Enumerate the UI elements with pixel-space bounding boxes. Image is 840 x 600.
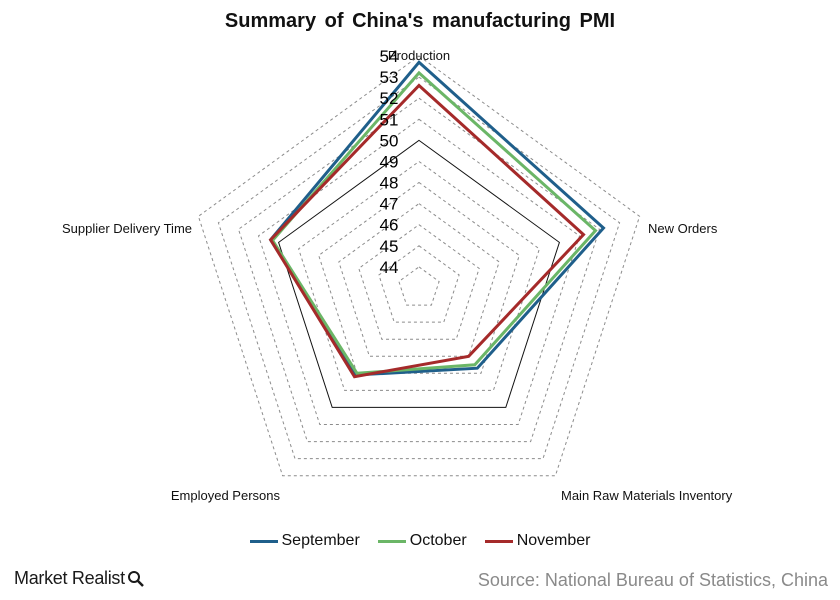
legend-label-november: November [516, 532, 591, 549]
tick-label-49: 49 [380, 153, 399, 172]
magnifier-icon [127, 570, 144, 587]
tick-label-44: 44 [380, 258, 399, 277]
radar-series [268, 60, 606, 379]
source-note: Source: National Bureau of Statistics, C… [477, 570, 828, 590]
series-october [270, 70, 598, 375]
axis-label-employed-persons: Employed Persons [171, 488, 281, 503]
legend-swatch-november [484, 539, 513, 543]
tick-label-45: 45 [380, 237, 399, 256]
grid-ring-54 [197, 55, 641, 477]
grid-ring-48 [318, 181, 520, 374]
legend-swatch-october [377, 539, 406, 543]
brand-name: Market Realist [14, 568, 125, 588]
tick-label-54: 54 [380, 47, 399, 66]
legend: September October November [0, 532, 840, 550]
grid-ring-44 [398, 266, 440, 306]
radar-grid [197, 55, 641, 477]
tick-label-48: 48 [380, 174, 399, 193]
grid-ring-46 [358, 224, 480, 340]
axis-label-production: Production [388, 48, 450, 63]
grid-ring-49 [298, 160, 540, 391]
legend-item-september: September [249, 532, 360, 550]
brand-logo: Market Realist [14, 568, 145, 589]
tick-label-50: 50 [380, 131, 399, 150]
chart-title: Summary of China's manufacturing PMI [224, 10, 616, 32]
reference-polygon [278, 139, 560, 408]
series-september [268, 60, 606, 377]
axis-label-new-orders: New Orders [648, 221, 718, 236]
tick-label-46: 46 [380, 216, 399, 235]
grid-ring-45 [378, 245, 460, 323]
legend-item-october: October [377, 532, 467, 550]
legend-label-october: October [409, 532, 467, 549]
legend-label-september: September [281, 532, 360, 549]
axis-label-main-raw-materials-inventory: Main Raw Materials Inventory [561, 488, 733, 503]
tick-label-52: 52 [380, 89, 399, 108]
grid-ring-47 [338, 202, 500, 357]
legend-item-november: November [484, 532, 591, 550]
legend-swatch-september [249, 539, 278, 543]
series-november [268, 83, 586, 379]
axis-label-supplier-delivery-time: Supplier Delivery Time [62, 221, 192, 236]
tick-labels: 44 45 46 47 48 49 50 51 52 53 54 [380, 47, 399, 277]
tick-label-47: 47 [380, 195, 399, 214]
axis-labels: Production New Orders Main Raw Materials I… [62, 48, 733, 503]
tick-label-51: 51 [380, 110, 399, 129]
grid-ring-53 [217, 76, 621, 460]
reference-ring-50 [278, 139, 560, 408]
tick-label-53: 53 [380, 68, 399, 87]
